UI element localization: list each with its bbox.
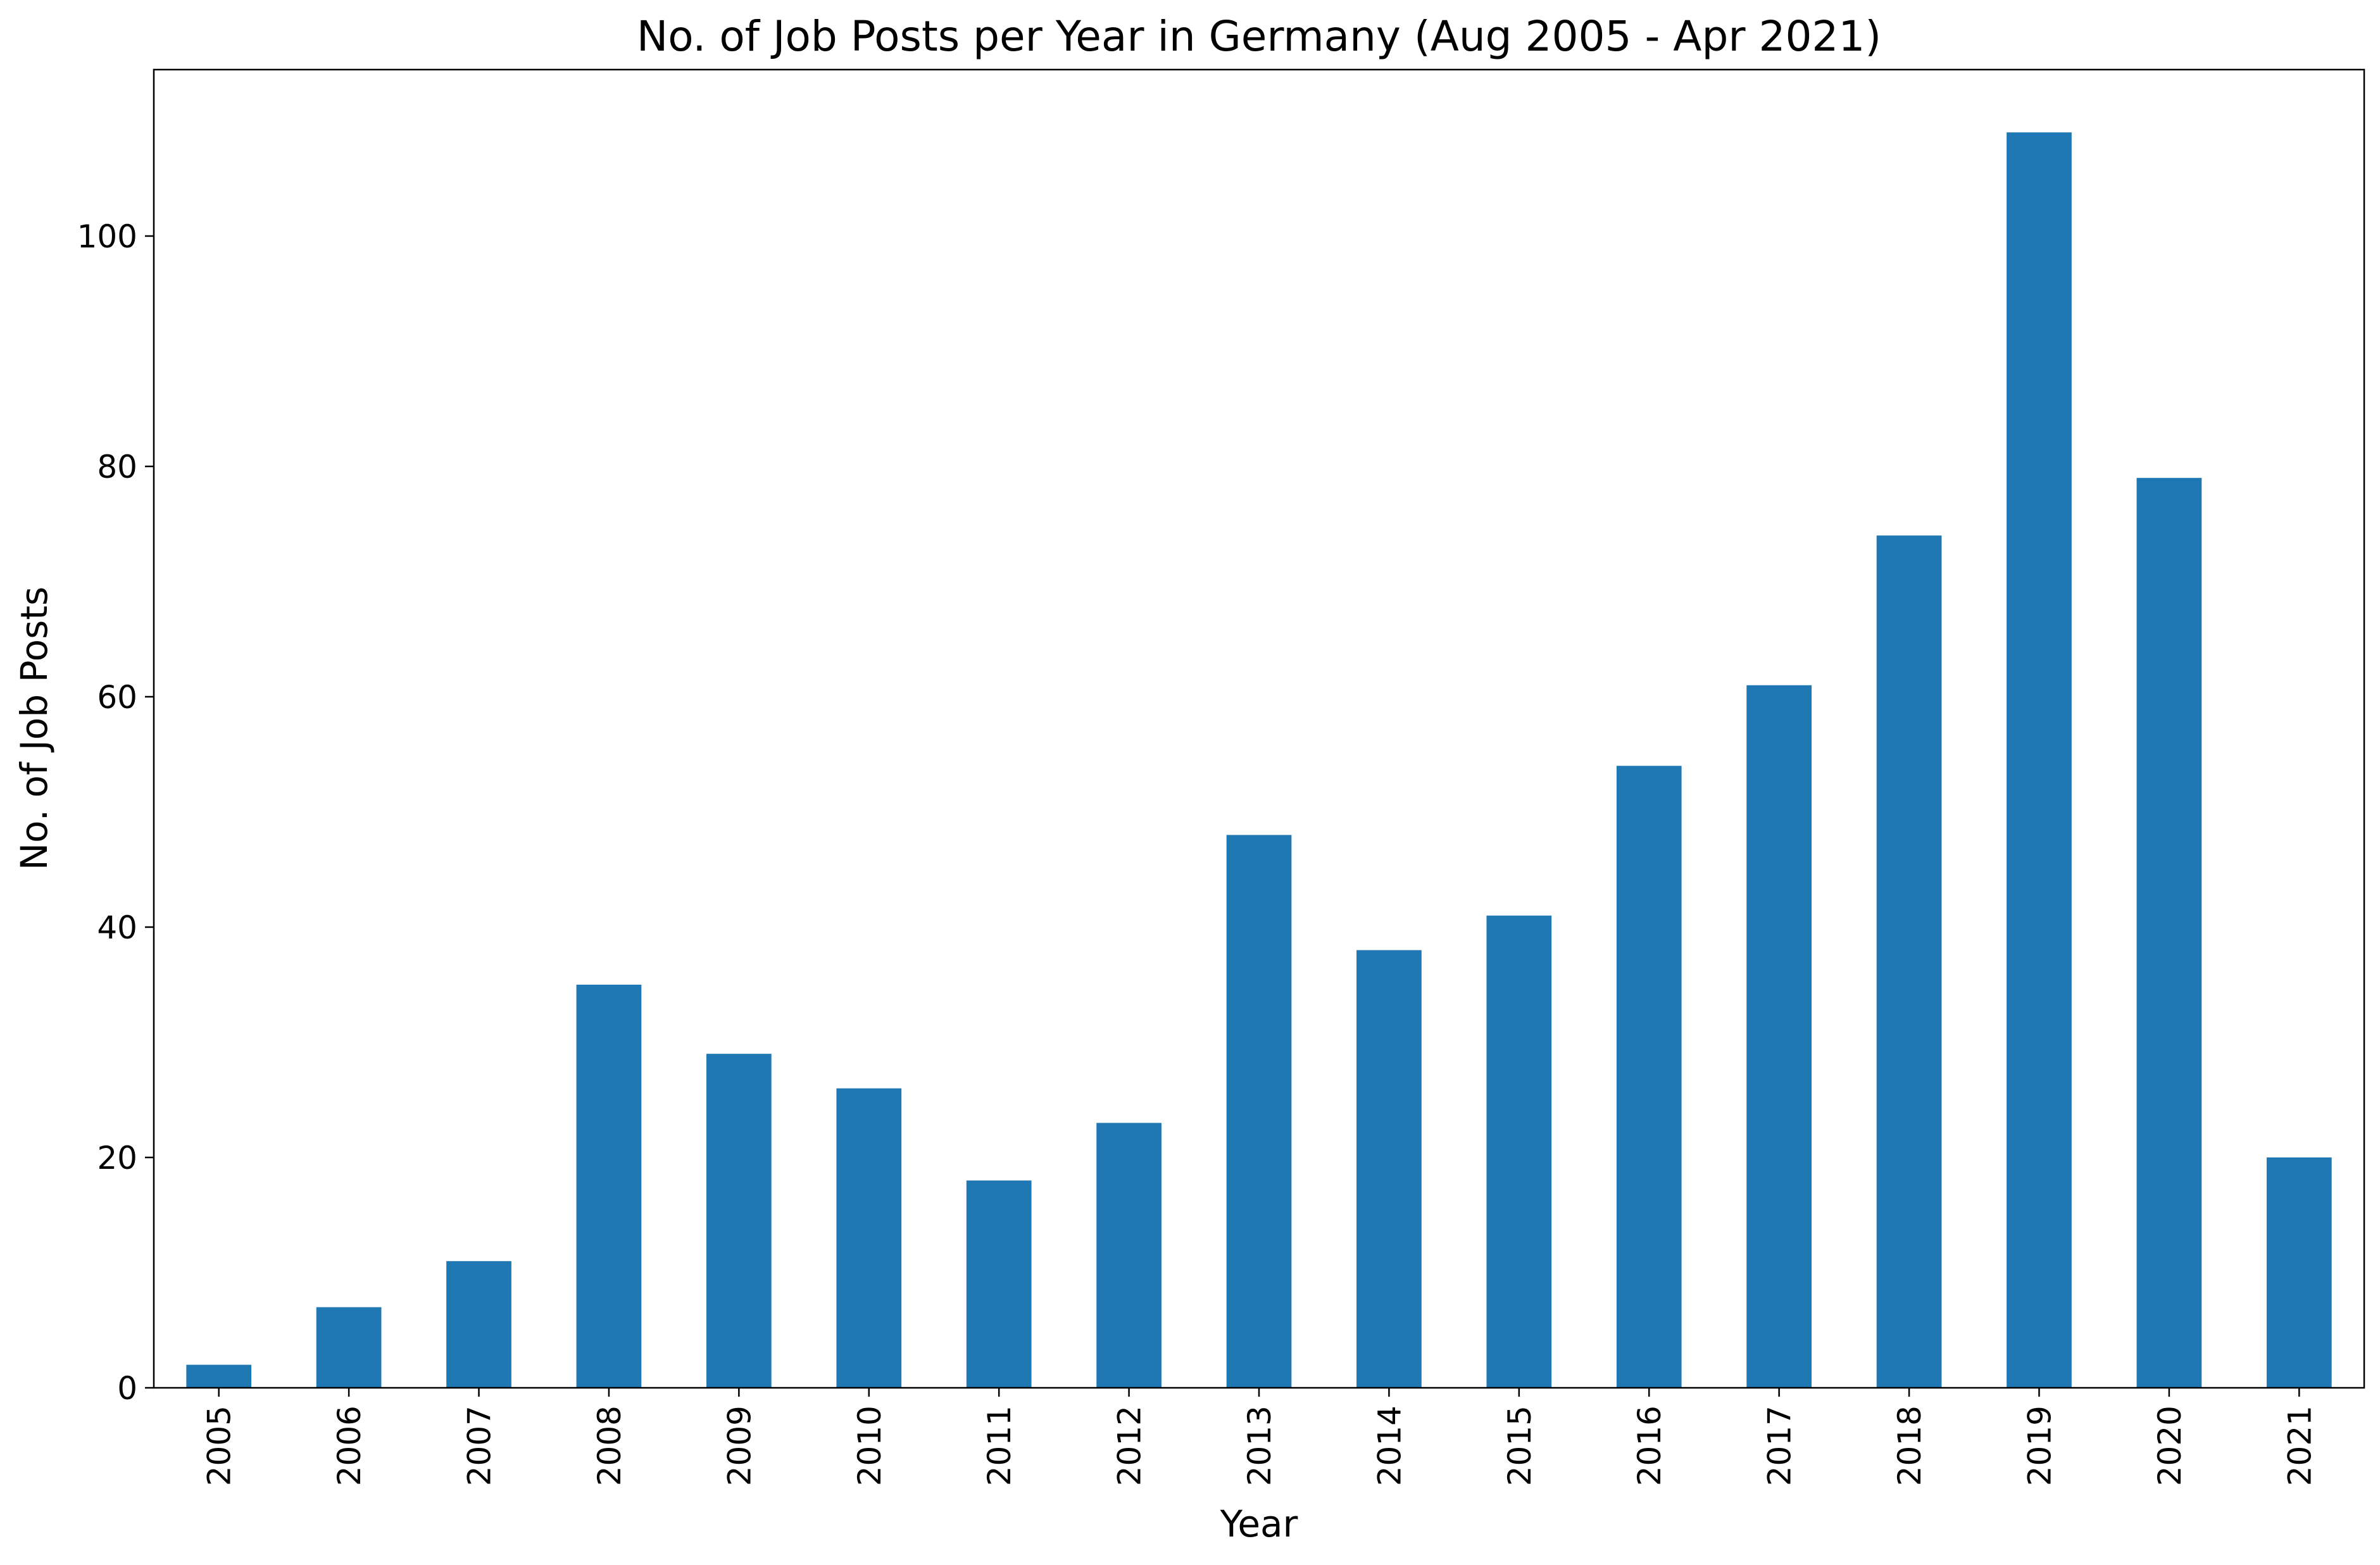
x-tick-label: 2009	[721, 1406, 758, 1486]
x-tick-label: 2020	[2151, 1406, 2188, 1486]
bar-2005	[186, 1364, 252, 1388]
x-tick-label: 2017	[1762, 1406, 1798, 1486]
x-tick-label: 2008	[591, 1406, 628, 1486]
x-axis-label: Year	[1220, 1502, 1298, 1545]
bar-2006	[316, 1307, 382, 1388]
bar-2017	[1746, 685, 1812, 1388]
bar-2021	[2266, 1157, 2332, 1388]
y-axis: 0 20 40 60 80 100	[77, 218, 154, 1407]
y-tick-label: 20	[97, 1140, 137, 1176]
x-tick-label: 2013	[1241, 1406, 1278, 1486]
bar-2013	[1226, 835, 1292, 1388]
x-tick-label: 2012	[1112, 1406, 1148, 1486]
chart-title: No. of Job Posts per Year in Germany (Au…	[637, 12, 1881, 61]
bar-2018	[1876, 535, 1942, 1388]
bar-2009	[706, 1054, 772, 1388]
x-tick-label: 2018	[1891, 1406, 1928, 1486]
y-tick-label: 80	[97, 449, 137, 485]
bar-2014	[1356, 950, 1422, 1388]
bar-2011	[966, 1180, 1032, 1388]
x-tick-label: 2016	[1631, 1406, 1668, 1486]
bar-2019	[2007, 132, 2072, 1388]
bar-2012	[1096, 1123, 1162, 1388]
bars-group	[186, 132, 2332, 1388]
x-tick-label: 2019	[2021, 1406, 2058, 1486]
bar-2020	[2136, 478, 2202, 1388]
y-tick-label: 60	[97, 679, 137, 716]
x-tick-label: 2015	[1501, 1406, 1538, 1486]
x-tick-label: 2021	[2281, 1406, 2318, 1486]
x-tick-label: 2011	[981, 1406, 1018, 1486]
y-tick-label: 40	[97, 909, 137, 946]
x-tick-label: 2014	[1371, 1406, 1408, 1486]
x-axis: 2005 2006 2007 2008 2009 2010 2011 2012 2013 2014…	[201, 1388, 2318, 1486]
bar-2010	[836, 1088, 902, 1388]
x-tick-label: 2005	[201, 1406, 238, 1486]
bar-2016	[1616, 766, 1682, 1388]
bar-2007	[446, 1261, 511, 1388]
y-axis-label: No. of Job Posts	[13, 587, 56, 870]
bar-2015	[1486, 915, 1552, 1388]
y-tick-label: 100	[77, 218, 137, 255]
plot-area: 0 20 40 60 80 100 2005 2006 2007 2008 2009 2010 201…	[77, 68, 2365, 1486]
bar-2008	[576, 984, 642, 1388]
x-tick-label: 2007	[461, 1406, 498, 1486]
x-tick-label: 2010	[851, 1406, 888, 1486]
x-tick-label: 2006	[331, 1406, 368, 1486]
y-tick-label: 0	[117, 1370, 137, 1407]
